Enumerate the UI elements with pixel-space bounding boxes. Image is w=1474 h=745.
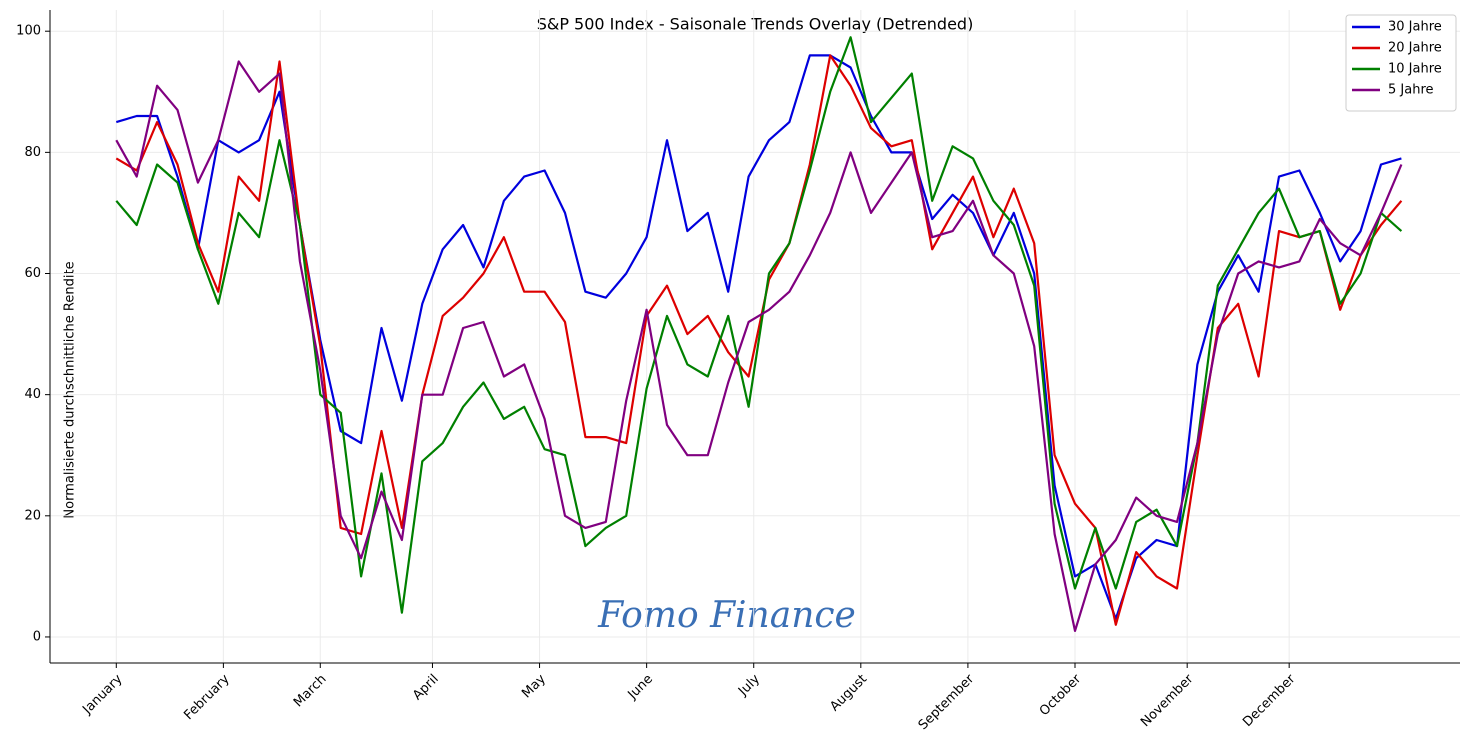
- x-tick-label: September: [916, 671, 978, 733]
- series-line: [115, 54, 1402, 620]
- y-tick-label: 60: [24, 266, 41, 281]
- x-tick-label: February: [181, 671, 233, 723]
- y-tick-label: 100: [16, 24, 41, 39]
- chart-title: S&P 500 Index - Saisonale Trends Overlay…: [537, 15, 974, 34]
- watermark: Fomo Finance: [597, 595, 856, 636]
- legend-label: 20 Jahre: [1388, 41, 1442, 56]
- legend-label: 5 Jahre: [1388, 83, 1434, 98]
- x-tick-label: January: [79, 671, 125, 717]
- x-tick-label: October: [1037, 671, 1085, 719]
- x-tick-label: July: [735, 671, 763, 699]
- legend-label: 30 Jahre: [1388, 20, 1442, 35]
- legend-label: 10 Jahre: [1388, 62, 1442, 77]
- x-tick-label: May: [519, 671, 549, 701]
- x-tick-label: April: [410, 672, 442, 704]
- series-line: [115, 36, 1403, 614]
- x-tick-label: March: [291, 672, 330, 711]
- x-tick-label: December: [1240, 671, 1299, 730]
- y-tick-label: 0: [33, 629, 41, 644]
- y-axis-label: Normalisierte durchschnittliche Rendite: [63, 261, 78, 518]
- y-tick-label: 40: [24, 387, 41, 402]
- y-tick-label: 20: [24, 508, 41, 523]
- x-tick-label: August: [827, 672, 870, 715]
- x-tick-label: November: [1138, 671, 1197, 730]
- x-tick-label: June: [625, 672, 656, 703]
- series-line: [115, 60, 1403, 632]
- legend-box: [1345, 14, 1457, 112]
- y-tick-label: 80: [24, 145, 41, 160]
- legend: 30 Jahre 20 Jahre 10 Jahre 5 Jahre: [1345, 14, 1457, 112]
